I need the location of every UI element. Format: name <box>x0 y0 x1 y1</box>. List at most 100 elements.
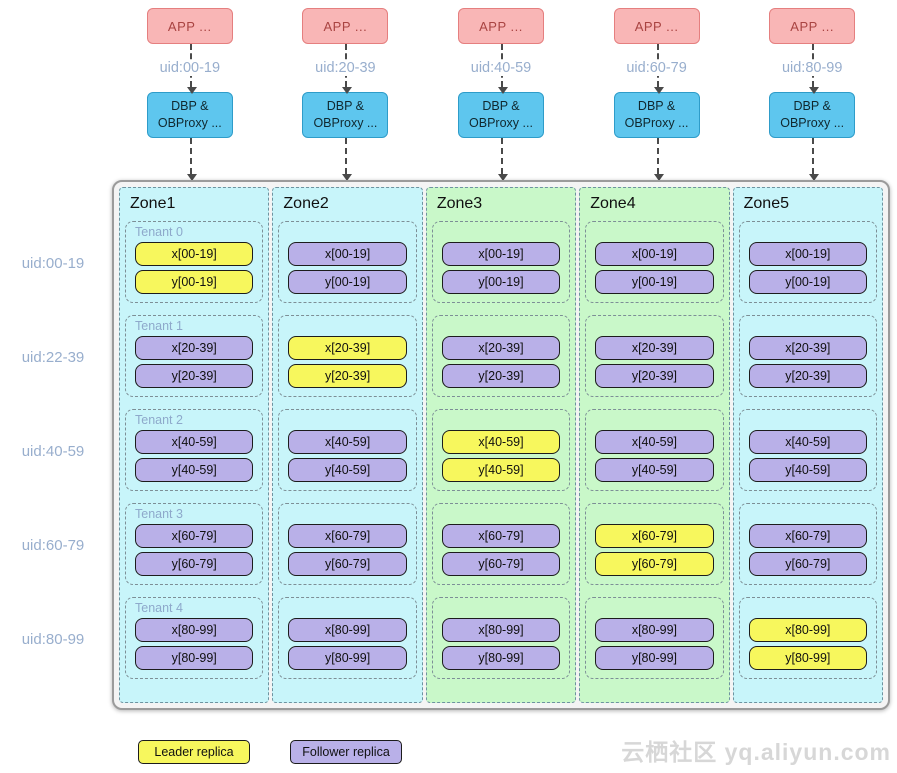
tenant-group: Tenant 0 x[00-19] y[00-19] <box>125 221 264 303</box>
tenant-group: x[00-19] y[00-19] <box>278 221 417 303</box>
x-replica-pill: x[20-39] <box>441 336 561 360</box>
proxy-box-line1: DBP & <box>171 99 209 114</box>
tenant-group: Tenant 4 x[80-99] y[80-99] <box>125 597 264 679</box>
x-replica-pill: x[00-19] <box>288 242 407 266</box>
tenant-group: x[80-99] y[80-99] <box>431 597 571 679</box>
watermark: 云栖社区 yq.aliyun.com <box>621 739 891 765</box>
x-replica-pill: x[40-59] <box>288 430 407 454</box>
y-replica-pill: y[00-19] <box>441 270 561 294</box>
x-replica-pill: x[80-99] <box>748 618 868 642</box>
app-to-proxy-link: uid:20-39 <box>268 44 424 94</box>
y-replica-pill: y[20-39] <box>748 364 868 388</box>
app-box: APP ... <box>302 8 389 44</box>
tenant-label: Tenant 2 <box>135 413 183 427</box>
app-column: APP ... uid:20-39 DBP & OBProxy ... <box>268 8 424 181</box>
y-replica-pill: y[60-79] <box>441 552 561 576</box>
zones: Zone1 Tenant 0 x[00-19] y[00-19] Tenant 1 x[2… <box>119 187 884 703</box>
proxy-box: DBP & OBProxy ... <box>146 92 233 138</box>
app-uid-label: uid:80-99 <box>778 60 846 76</box>
zone-column: Zone2 x[00-19] y[00-19] x[20-39] y[20-39] x[4… <box>272 187 423 703</box>
proxy-to-cluster-link <box>734 138 890 181</box>
x-replica-pill: x[60-79] <box>288 524 407 548</box>
uid-row-label: uid:80-99 <box>21 630 85 648</box>
app-uid-label: uid:00-19 <box>156 60 224 76</box>
tenant-group: x[60-79] y[60-79] <box>738 503 878 585</box>
tenant-group: x[20-39] y[20-39] <box>585 315 724 397</box>
x-replica-pill: x[80-99] <box>288 618 407 642</box>
y-replica-pill: y[20-39] <box>135 364 254 388</box>
app-column: APP ... uid:00-19 DBP & OBProxy ... <box>112 8 268 181</box>
x-replica-pill: x[00-19] <box>595 242 714 266</box>
uid-row-label: uid:00-19 <box>21 254 85 272</box>
proxy-to-cluster-link <box>112 138 268 181</box>
app-row: APP ... uid:00-19 DBP & OBProxy ... APP ... u… <box>112 8 890 181</box>
x-replica-pill: x[80-99] <box>135 618 254 642</box>
tenant-group: x[20-39] y[20-39] <box>431 315 571 397</box>
zone-title: Zone5 <box>743 195 789 212</box>
proxy-to-cluster-link <box>423 138 579 181</box>
tenant-group: x[40-59] y[40-59] <box>431 409 571 491</box>
y-replica-pill: y[80-99] <box>135 646 254 670</box>
tenant-group: x[60-79] y[60-79] <box>278 503 417 585</box>
y-replica-pill: y[00-19] <box>135 270 254 294</box>
y-replica-pill: y[80-99] <box>748 646 868 670</box>
y-replica-pill: y[80-99] <box>288 646 407 670</box>
tenant-group: x[80-99] y[80-99] <box>585 597 724 679</box>
x-replica-pill: x[60-79] <box>441 524 561 548</box>
proxy-box-line2: OBProxy ... <box>780 116 845 130</box>
x-replica-pill: x[60-79] <box>595 524 714 548</box>
tenant-group: Tenant 2 x[40-59] y[40-59] <box>125 409 264 491</box>
proxy-box: DBP & OBProxy ... <box>457 92 544 138</box>
y-replica-pill: y[20-39] <box>595 364 714 388</box>
y-replica-pill: y[80-99] <box>441 646 561 670</box>
proxy-to-cluster-link <box>268 138 424 181</box>
tenant-group: x[60-79] y[60-79] <box>585 503 724 585</box>
tenant-group: x[00-19] y[00-19] <box>585 221 724 303</box>
tenant-group: x[60-79] y[60-79] <box>431 503 571 585</box>
x-replica-pill: x[40-59] <box>595 430 714 454</box>
app-to-proxy-link: uid:80-99 <box>734 44 890 94</box>
app-to-proxy-link: uid:60-79 <box>579 44 735 94</box>
app-box: APP ... <box>146 8 233 44</box>
legend: Leader replica Follower replica <box>138 740 402 764</box>
zone-title: Zone1 <box>130 195 176 212</box>
uid-row-label: uid:40-59 <box>21 442 85 460</box>
down-arrow-icon <box>809 138 820 181</box>
uid-row-label: uid:60-79 <box>21 536 85 554</box>
tenant-group: x[20-39] y[20-39] <box>738 315 878 397</box>
app-uid-label: uid:60-79 <box>623 60 690 76</box>
zone-column: Zone3 x[00-19] y[00-19] x[20-39] y[20-39] x[4… <box>425 187 577 703</box>
app-column: APP ... uid:80-99 DBP & OBProxy ... <box>734 8 890 181</box>
down-arrow-icon <box>497 138 508 181</box>
x-replica-pill: x[60-79] <box>135 524 254 548</box>
tenant-label: Tenant 1 <box>135 319 183 333</box>
y-replica-pill: y[60-79] <box>288 552 407 576</box>
zone-column: Zone4 x[00-19] y[00-19] x[20-39] y[20-39] x[4… <box>579 187 730 703</box>
tenant-label: Tenant 0 <box>135 225 183 239</box>
x-replica-pill: x[20-39] <box>748 336 868 360</box>
app-column: APP ... uid:60-79 DBP & OBProxy ... <box>579 8 735 181</box>
x-replica-pill: x[00-19] <box>748 242 868 266</box>
y-replica-pill: y[00-19] <box>595 270 714 294</box>
y-replica-pill: y[60-79] <box>135 552 254 576</box>
tenant-group: x[40-59] y[40-59] <box>738 409 878 491</box>
x-replica-pill: x[40-59] <box>135 430 254 454</box>
proxy-to-cluster-link <box>579 138 735 181</box>
y-replica-pill: y[40-59] <box>135 458 254 482</box>
legend-follower-swatch: Follower replica <box>290 740 402 764</box>
proxy-box-line2: OBProxy ... <box>469 116 533 130</box>
x-replica-pill: x[80-99] <box>441 618 561 642</box>
down-arrow-icon <box>186 138 197 181</box>
down-arrow-icon <box>653 138 664 181</box>
proxy-box-line2: OBProxy ... <box>313 116 378 130</box>
x-replica-pill: x[20-39] <box>135 336 254 360</box>
tenant-group: Tenant 3 x[60-79] y[60-79] <box>125 503 264 585</box>
y-replica-pill: y[40-59] <box>595 458 714 482</box>
y-replica-pill: y[00-19] <box>748 270 868 294</box>
zone-column: Zone1 Tenant 0 x[00-19] y[00-19] Tenant 1 x[2… <box>119 187 270 703</box>
app-column: APP ... uid:40-59 DBP & OBProxy ... <box>423 8 579 181</box>
proxy-box: DBP & OBProxy ... <box>769 92 856 138</box>
tenant-group: x[80-99] y[80-99] <box>278 597 417 679</box>
legend-leader-swatch: Leader replica <box>138 740 250 764</box>
